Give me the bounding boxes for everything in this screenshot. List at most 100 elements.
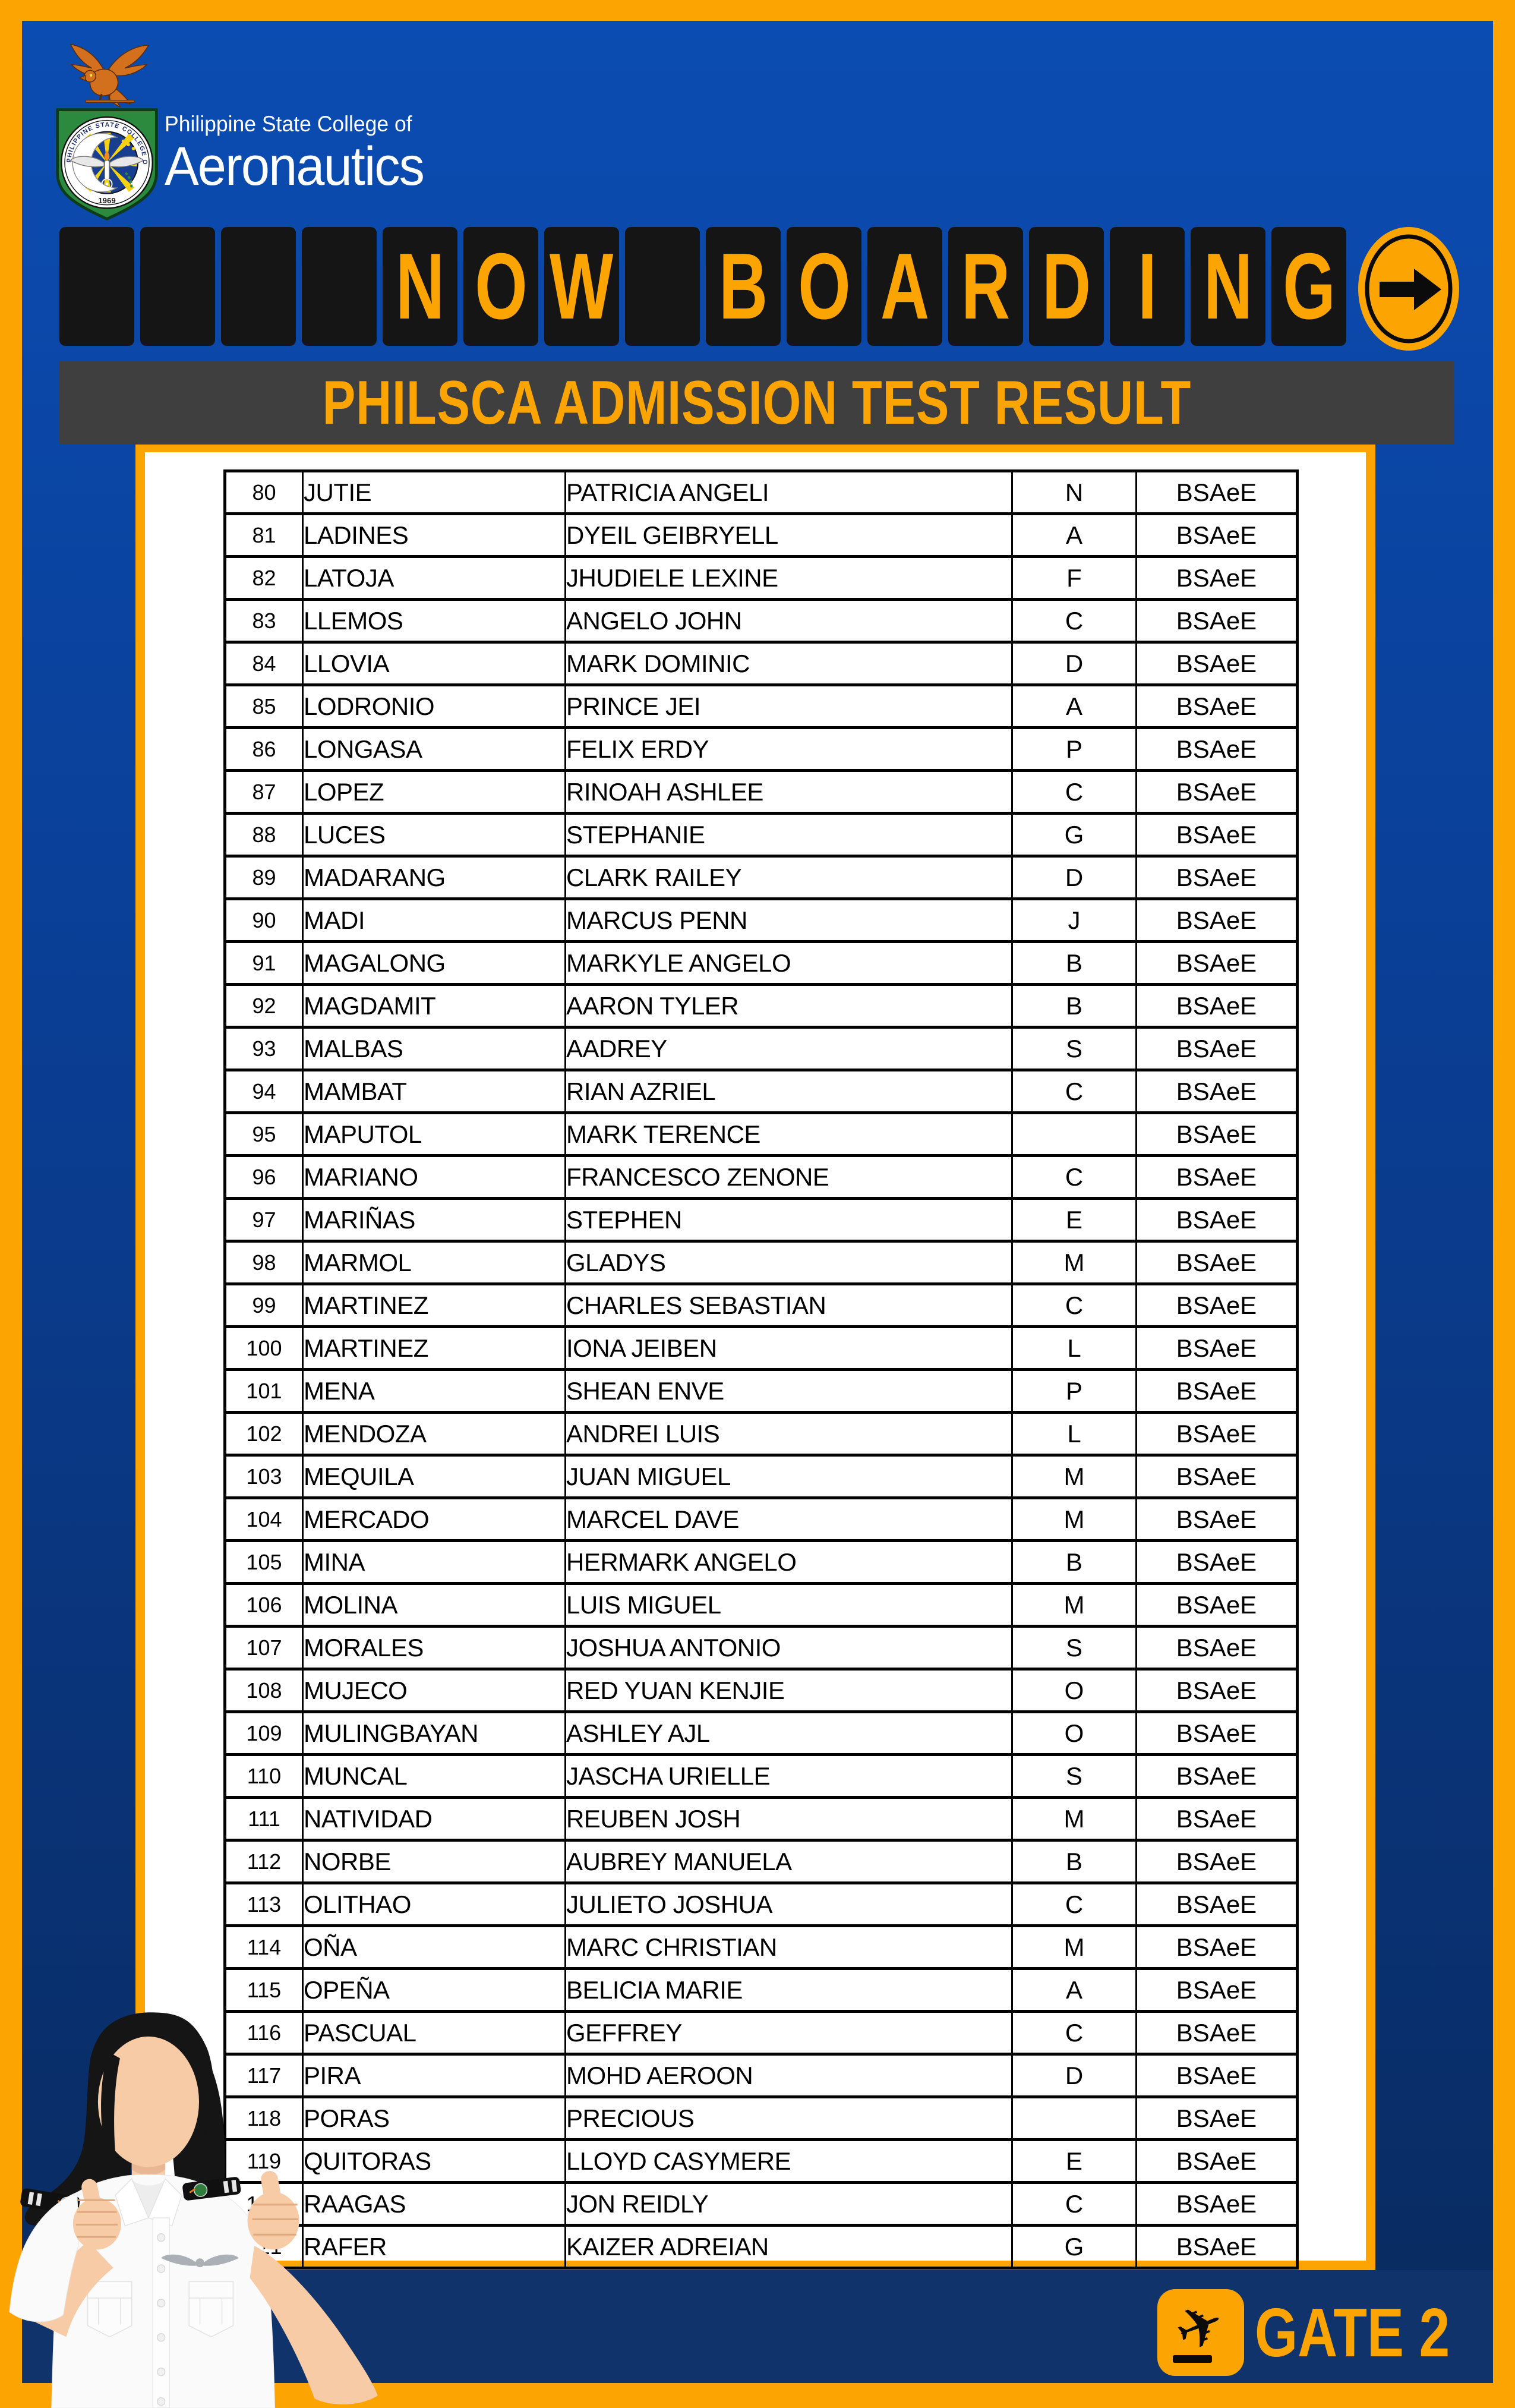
flap-letter: W <box>550 234 614 339</box>
cell-first-name: AADREY <box>564 1026 1013 1071</box>
flap-tile: B <box>706 227 781 346</box>
cell-middle-initial: B <box>1011 983 1137 1029</box>
flap-letter: O <box>474 234 528 339</box>
table-row: 114 OÑA MARC CHRISTIAN M BSAeE <box>224 1924 1298 1970</box>
flap-tile <box>625 227 700 346</box>
table-row: 112 NORBE AUBREY MANUELA B BSAeE <box>224 1839 1298 1884</box>
cell-number: 85 <box>224 683 304 729</box>
cell-course: BSAeE <box>1135 1197 1298 1243</box>
flap-tile <box>221 227 296 346</box>
cell-number: 109 <box>224 1710 304 1756</box>
cell-first-name: RIAN AZRIEL <box>564 1069 1013 1114</box>
cell-course: BSAeE <box>1135 1325 1298 1371</box>
cell-middle-initial: C <box>1011 769 1137 815</box>
cell-course: BSAeE <box>1135 1710 1298 1756</box>
cell-course: BSAeE <box>1135 598 1298 644</box>
table-row: 103 MEQUILA JUAN MIGUEL M BSAeE <box>224 1454 1298 1499</box>
cell-middle-initial: A <box>1011 512 1137 558</box>
cell-first-name: PRINCE JEI <box>564 683 1013 729</box>
flap-tile: I <box>1110 227 1185 346</box>
cell-course: BSAeE <box>1135 983 1298 1029</box>
cell-first-name: MOHD AEROON <box>564 2053 1013 2098</box>
cell-course: BSAeE <box>1135 1881 1298 1927</box>
cell-middle-initial <box>1011 2095 1137 2141</box>
flap-tile: G <box>1271 227 1346 346</box>
table-row: 117 PIRA MOHD AEROON D BSAeE <box>224 2053 1298 2098</box>
cell-first-name: GLADYS <box>564 1240 1013 1285</box>
cell-number: 106 <box>224 1582 304 1628</box>
cell-last-name: PIRA <box>302 2053 566 2098</box>
cell-number: 108 <box>224 1668 304 1713</box>
flap-tile: D <box>1029 227 1104 346</box>
cell-last-name: MOLINA <box>302 1582 566 1628</box>
cell-middle-initial: D <box>1011 2053 1137 2098</box>
cell-number: 91 <box>224 940 304 986</box>
cell-last-name: MULINGBAYAN <box>302 1710 566 1756</box>
cell-course: BSAeE <box>1135 1625 1298 1671</box>
thumbs-up-right <box>247 2171 299 2250</box>
table-row: 101 MENA SHEAN ENVE P BSAeE <box>224 1368 1298 1414</box>
cell-last-name: MAGDAMIT <box>302 983 566 1029</box>
table-row: 85 LODRONIO PRINCE JEI A BSAeE <box>224 683 1298 729</box>
cell-number: 103 <box>224 1454 304 1499</box>
epaulette-right <box>182 2177 241 2201</box>
cell-last-name: RAFER <box>302 2224 566 2270</box>
cell-last-name: MENDOZA <box>302 1411 566 1457</box>
cell-last-name: MERCADO <box>302 1496 566 1542</box>
cell-course: BSAeE <box>1135 641 1298 686</box>
cell-last-name: LONGASA <box>302 726 566 772</box>
cell-first-name: ANGELO JOHN <box>564 598 1013 644</box>
cell-last-name: MUNCAL <box>302 1753 566 1799</box>
cell-course: BSAeE <box>1135 897 1298 943</box>
flap-letter: B <box>718 234 768 339</box>
flap-tile: W <box>544 227 619 346</box>
cell-last-name: MAGALONG <box>302 940 566 986</box>
cell-last-name: LODRONIO <box>302 683 566 729</box>
cell-course: BSAeE <box>1135 1240 1298 1285</box>
table-row: 89 MADARANG CLARK RAILEY D BSAeE <box>224 855 1298 900</box>
cell-middle-initial: M <box>1011 1924 1137 1970</box>
table-row: 108 MUJECO RED YUAN KENJIE O BSAeE <box>224 1668 1298 1713</box>
cell-first-name: MARK DOMINIC <box>564 641 1013 686</box>
cell-last-name: MAMBAT <box>302 1069 566 1114</box>
cell-middle-initial: C <box>1011 598 1137 644</box>
cell-number: 95 <box>224 1111 304 1157</box>
cell-last-name: OÑA <box>302 1924 566 1970</box>
cell-course: BSAeE <box>1135 1753 1298 1799</box>
cell-number: 80 <box>224 469 304 515</box>
cell-middle-initial: E <box>1011 1197 1137 1243</box>
flap-tile: O <box>463 227 538 346</box>
cell-first-name: KAIZER ADREIAN <box>564 2224 1013 2270</box>
cell-number: 81 <box>224 512 304 558</box>
cell-middle-initial: M <box>1011 1496 1137 1542</box>
cell-last-name: MORALES <box>302 1625 566 1671</box>
cell-first-name: LUIS MIGUEL <box>564 1582 1013 1628</box>
cell-first-name: STEPHEN <box>564 1197 1013 1243</box>
table-row: 92 MAGDAMIT AARON TYLER B BSAeE <box>224 983 1298 1029</box>
cell-first-name: MARCUS PENN <box>564 897 1013 943</box>
cell-last-name: MARTINEZ <box>302 1282 566 1328</box>
cell-number: 97 <box>224 1197 304 1243</box>
table-row: 83 LLEMOS ANGELO JOHN C BSAeE <box>224 598 1298 644</box>
cell-middle-initial: C <box>1011 1282 1137 1328</box>
cell-first-name: STEPHANIE <box>564 812 1013 858</box>
cell-number: 88 <box>224 812 304 858</box>
cell-last-name: JUTIE <box>302 469 566 515</box>
cell-number: 112 <box>224 1839 304 1884</box>
cell-number: 94 <box>224 1069 304 1114</box>
cell-number: 114 <box>224 1924 304 1970</box>
cell-number: 101 <box>224 1368 304 1414</box>
eagle-mascot-icon <box>70 43 150 108</box>
table-row: 93 MALBAS AADREY S BSAeE <box>224 1026 1298 1071</box>
table-row: 99 MARTINEZ CHARLES SEBASTIAN C BSAeE <box>224 1282 1298 1328</box>
cell-last-name: MALBAS <box>302 1026 566 1071</box>
flap-tile: O <box>787 227 861 346</box>
cell-first-name: RINOAH ASHLEE <box>564 769 1013 815</box>
cell-course: BSAeE <box>1135 512 1298 558</box>
cell-middle-initial: S <box>1011 1625 1137 1671</box>
table-row: 119 QUITORAS LLOYD CASYMERE E BSAeE <box>224 2138 1298 2184</box>
cell-first-name: JASCHA URIELLE <box>564 1753 1013 1799</box>
cell-course: BSAeE <box>1135 726 1298 772</box>
table-row: 81 LADINES DYEIL GEIBRYELL A BSAeE <box>224 512 1298 558</box>
logo-line1: Philippine State College of <box>165 112 412 136</box>
